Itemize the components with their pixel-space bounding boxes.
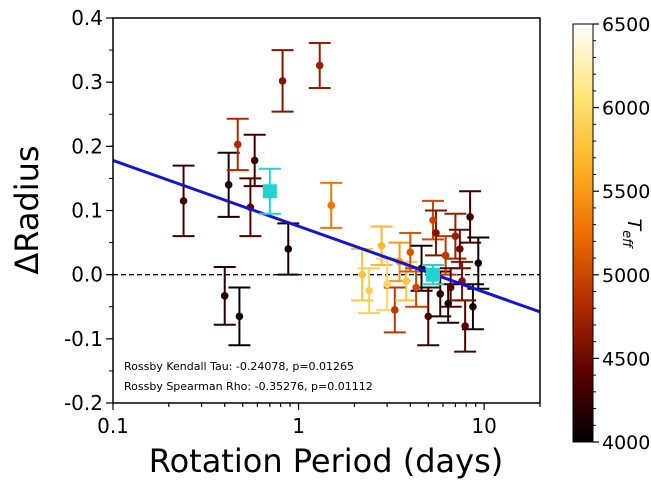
data-point <box>278 77 287 85</box>
x-tick-label: 10 <box>471 414 496 438</box>
colorbar-tick-label: 6000 <box>602 98 650 120</box>
kendall-annotation: Rossby Kendall Tau: -0.24078, p=0.01265 <box>124 360 354 373</box>
colorbar-title-main: T <box>623 219 645 232</box>
data-point <box>284 245 293 253</box>
colorbar-title: Teff <box>619 219 645 250</box>
colorbar-tick-label: 4500 <box>602 348 650 370</box>
data-point <box>424 312 433 321</box>
y-tick-label: 0.2 <box>71 134 103 158</box>
colorbar-ticks: 4000 4500 5000 5500 6000 6500 <box>593 14 650 454</box>
data-point <box>358 270 366 279</box>
data-point <box>220 292 229 300</box>
x-tick-label: 1 <box>292 414 305 438</box>
data-point <box>436 290 445 298</box>
data-point <box>444 299 452 308</box>
data-point <box>441 251 450 260</box>
data-point <box>429 216 437 224</box>
highlight-marker <box>262 184 277 199</box>
y-tick-label: 0.0 <box>71 263 103 287</box>
plot-marks <box>113 42 540 353</box>
x-axis-ticks: 0.1 1 10 <box>97 403 541 438</box>
data-point <box>315 61 324 70</box>
y-tick-label: -0.2 <box>64 391 103 415</box>
data-point <box>224 181 233 189</box>
colorbar-tick-label: 6500 <box>602 14 650 36</box>
data-point <box>179 197 188 205</box>
y-tick-label: 0.1 <box>71 199 103 223</box>
data-point <box>432 229 440 237</box>
data-point <box>250 156 259 165</box>
y-axis-ticks: -0.2 -0.1 0.0 0.1 0.2 0.3 0.4 <box>64 6 113 415</box>
data-point <box>365 286 373 295</box>
data-point <box>406 248 415 257</box>
data-point <box>474 259 483 267</box>
data-point <box>235 312 244 321</box>
data-point <box>466 213 474 221</box>
y-tick-label: -0.1 <box>64 327 103 351</box>
data-point <box>446 283 455 292</box>
spearman-annotation: Rossby Spearman Rho: -0.35276, p=0.01112 <box>124 380 373 393</box>
highlight-marker <box>425 267 440 282</box>
data-point <box>469 302 477 311</box>
y-axis-title: ΔRadius <box>8 145 46 274</box>
highlight-point <box>421 264 444 286</box>
y-tick-label: 0.4 <box>71 6 103 30</box>
colorbar-tick-label: 5500 <box>602 181 650 203</box>
data-point <box>327 201 336 210</box>
highlight-point <box>258 167 281 215</box>
highlight-points <box>258 167 444 286</box>
x-tick-label: 0.1 <box>97 414 129 438</box>
data-point <box>383 280 391 289</box>
data-point <box>461 322 469 330</box>
data-points <box>179 61 483 330</box>
y-tick-label: 0.3 <box>71 70 103 94</box>
data-point <box>377 241 386 250</box>
data-point <box>402 277 410 285</box>
data-point <box>456 245 464 253</box>
error-bars <box>172 42 490 353</box>
data-point <box>390 306 399 314</box>
colorbar-tick-label: 4000 <box>602 432 650 454</box>
data-point <box>451 232 460 240</box>
plot-frame <box>112 17 541 404</box>
data-point <box>412 283 420 292</box>
data-point <box>233 140 242 149</box>
colorbar-tick-label: 5000 <box>602 265 650 287</box>
x-axis-title: Rotation Period (days) <box>149 442 503 480</box>
fit-line <box>113 159 540 314</box>
colorbar <box>572 23 594 443</box>
colorbar-title-sub: eff <box>619 230 634 249</box>
